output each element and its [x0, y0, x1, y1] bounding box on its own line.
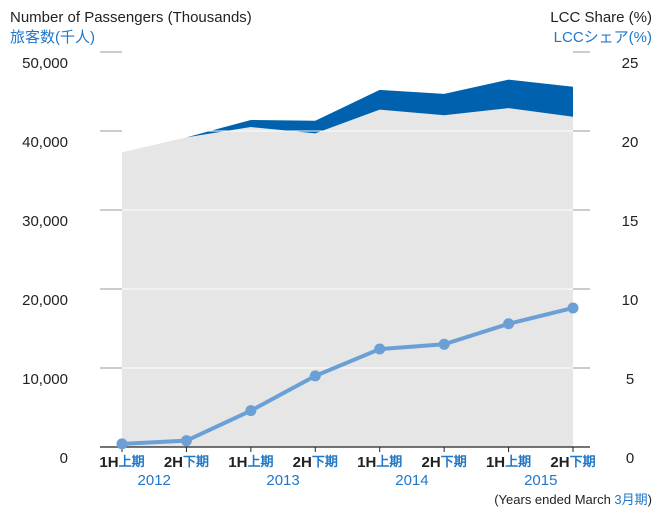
x-tick-label-ja: 下期 [570, 454, 596, 469]
y2-tick-label: 10 [622, 292, 639, 309]
y-tick-label: 20,000 [22, 292, 68, 309]
y2-tick-label: 0 [626, 450, 634, 467]
x-tick-label: 1H上期 [486, 454, 531, 471]
x-tick-label-ja: 上期 [247, 454, 273, 469]
x-axis-note-part: (Years ended March [494, 492, 614, 507]
point [374, 343, 386, 355]
point [438, 338, 450, 350]
x-tick-label-en: 2H [422, 454, 441, 471]
point [180, 435, 192, 447]
x-axis-note-part: 3月期 [614, 492, 647, 507]
x-tick-label-ja: 上期 [119, 454, 145, 469]
x-tick-label: 2H下期 [164, 454, 209, 471]
y-tick-label: 0 [60, 450, 68, 467]
x-tick-label-ja: 上期 [376, 454, 402, 469]
area [122, 79, 573, 153]
x-tick-label-en: 1H [357, 454, 376, 471]
y-tick-label: 50,000 [22, 55, 68, 72]
x-tick-label-ja: 下期 [312, 454, 338, 469]
year-label: 2013 [266, 472, 299, 489]
y2-tick-label: 25 [622, 55, 639, 72]
x-axis-note-part: ) [648, 492, 652, 507]
x-tick-label: 1H上期 [99, 454, 144, 471]
y-tick-label: 40,000 [22, 134, 68, 151]
x-tick-label: 2H下期 [550, 454, 595, 471]
x-tick-label-en: 2H [550, 454, 569, 471]
x-tick-label: 2H下期 [422, 454, 467, 471]
y-tick-label: 10,000 [22, 371, 68, 388]
x-tick-label-en: 1H [99, 454, 118, 471]
line [121, 306, 574, 446]
point [116, 438, 128, 450]
year-label: 2015 [524, 472, 557, 489]
x-tick-label-en: 1H [486, 454, 505, 471]
year-label: 2014 [395, 472, 428, 489]
point [245, 405, 257, 417]
point [309, 370, 321, 382]
area [122, 108, 573, 447]
y2-tick-label: 15 [622, 213, 639, 230]
x-tick-label: 1H上期 [357, 454, 402, 471]
y-tick-label: 30,000 [22, 213, 68, 230]
y2-tick-label: 5 [626, 371, 634, 388]
x-tick-label-en: 2H [293, 454, 312, 471]
y2-tick-label: 20 [622, 134, 639, 151]
x-tick-label-en: 2H [164, 454, 183, 471]
y-axis-label: Number of Passengers (Thousands) [10, 9, 252, 26]
year-label: 2012 [138, 472, 171, 489]
point [567, 302, 579, 314]
x-tick-label-ja: 下期 [441, 454, 467, 469]
x-axis-note: (Years ended March 3月期) [494, 492, 652, 507]
y-axis-label-ja: 旅客数(千人) [10, 29, 95, 46]
x-tick-label: 1H上期 [228, 454, 273, 471]
x-tick-label-ja: 下期 [183, 454, 209, 469]
y2-axis-label-ja: LCCシェア(%) [554, 29, 652, 46]
point [503, 318, 515, 330]
x-tick-label-ja: 上期 [505, 454, 531, 469]
x-tick-label: 2H下期 [293, 454, 338, 471]
y2-axis-label: LCC Share (%) [550, 9, 652, 26]
x-tick-label-en: 1H [228, 454, 247, 471]
